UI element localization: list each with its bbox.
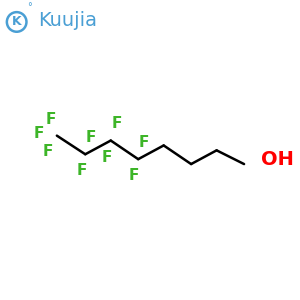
Text: F: F <box>102 150 112 165</box>
Text: F: F <box>129 168 140 183</box>
Text: °: ° <box>27 2 32 12</box>
Text: OH: OH <box>261 150 294 169</box>
Text: K: K <box>12 15 22 28</box>
Text: Kuujia: Kuujia <box>38 11 97 31</box>
Text: F: F <box>76 164 86 178</box>
Text: F: F <box>139 135 149 150</box>
Text: F: F <box>43 144 53 159</box>
Text: F: F <box>46 112 56 128</box>
Text: F: F <box>34 126 44 141</box>
Text: F: F <box>112 116 122 131</box>
Text: F: F <box>86 130 96 145</box>
